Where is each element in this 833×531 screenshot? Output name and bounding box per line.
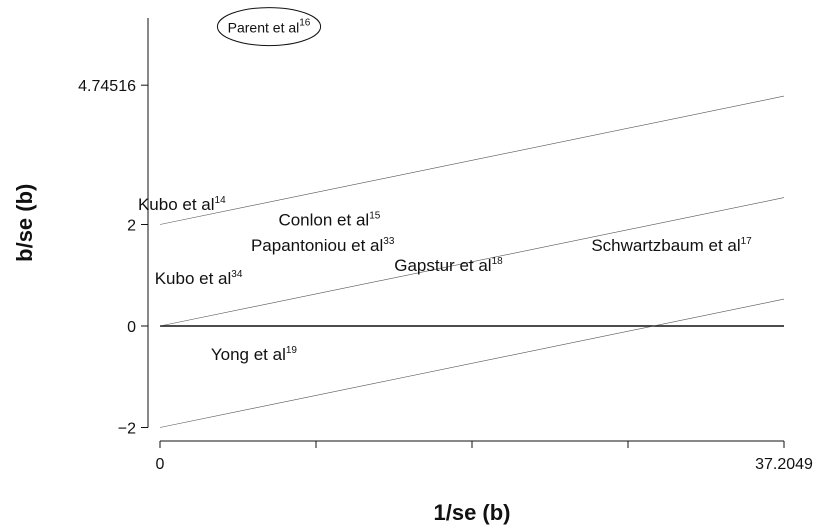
- reference-superscript: 19: [286, 345, 298, 356]
- study-label: Kubo et al34: [155, 269, 243, 288]
- x-tick-label: 37.2049: [755, 456, 813, 473]
- y-tick-label: 4.74516: [78, 78, 136, 95]
- y-axis-title: b/se (b): [12, 184, 37, 262]
- reference-superscript: 16: [299, 18, 311, 29]
- study-point: Schwartzbaum et al17: [591, 236, 752, 255]
- regression-reference-line: [159, 197, 785, 327]
- study-label: Conlon et al15: [278, 210, 380, 229]
- study-label: Schwartzbaum et al17: [591, 236, 752, 255]
- study-label: Parent et al16: [228, 18, 311, 36]
- reference-superscript: 33: [383, 236, 395, 247]
- study-label: Yong et al19: [211, 345, 298, 364]
- reference-lines: [159, 95, 785, 428]
- study-label: Papantoniou et al33: [251, 236, 395, 255]
- study-label: Gapstur et al18: [394, 256, 503, 275]
- y-tick-label: 0: [127, 319, 136, 336]
- reference-superscript: 15: [369, 210, 381, 221]
- study-point: Kubo et al34: [155, 269, 243, 288]
- x-ticks: 0 37.2049: [156, 441, 813, 473]
- study-point: Kubo et al14: [138, 195, 226, 214]
- study-labels: Parent et al16 Kubo et al14 Conlon et al15…: [138, 7, 752, 364]
- axes: −2 0 2 4.74516 0 37.2049: [78, 18, 813, 473]
- study-point: Gapstur et al18: [394, 256, 503, 275]
- reference-superscript: 34: [231, 269, 243, 280]
- reference-superscript: 17: [741, 236, 753, 247]
- regression-reference-line: [159, 298, 785, 428]
- y-tick-label: −2: [118, 421, 136, 438]
- y-ticks: −2 0 2 4.74516: [78, 78, 148, 438]
- regression-reference-line: [159, 95, 785, 225]
- reference-superscript: 14: [215, 195, 227, 206]
- y-tick-label: 2: [127, 218, 136, 235]
- study-point: Yong et al19: [211, 345, 298, 364]
- highlight-ellipse: [216, 7, 322, 47]
- x-axis-title: 1/se (b): [433, 500, 510, 525]
- x-tick-label: 0: [156, 456, 165, 473]
- study-point: Papantoniou et al33: [251, 236, 395, 255]
- study-label: Kubo et al14: [138, 195, 226, 214]
- reference-superscript: 18: [492, 256, 504, 267]
- study-point: Parent et al16: [216, 7, 322, 47]
- study-point: Conlon et al15: [278, 210, 380, 229]
